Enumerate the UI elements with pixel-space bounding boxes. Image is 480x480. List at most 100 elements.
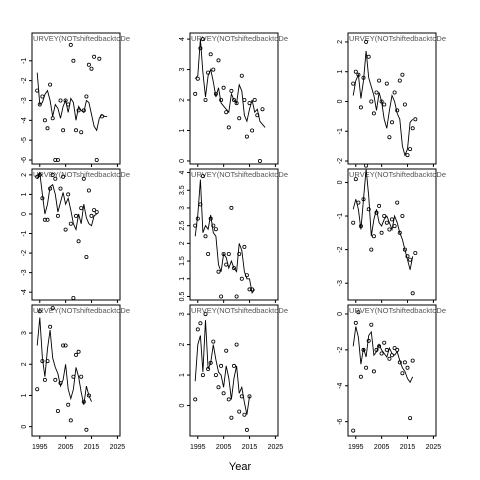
observed-point xyxy=(219,294,224,299)
observed-point xyxy=(195,327,200,332)
observed-point xyxy=(366,338,371,343)
observed-point xyxy=(374,347,379,352)
x-tick-label: 2005 xyxy=(216,444,232,451)
y-tick-label: -3 xyxy=(337,280,344,286)
y-tick-label: -5 xyxy=(21,137,28,143)
observed-point xyxy=(244,427,249,432)
observed-point xyxy=(97,56,102,61)
observed-point xyxy=(257,158,262,163)
observed-point xyxy=(216,385,221,390)
panel-1: URVEY(NOTshiftedbacktoDe -6 -5 -4 -3 -2 -1 xyxy=(21,32,130,167)
fitted-line xyxy=(36,72,108,132)
observed-point xyxy=(74,128,79,133)
observed-point xyxy=(81,108,86,113)
observed-point xyxy=(37,102,42,107)
y-tick-label: -2 xyxy=(337,158,344,164)
observed-point xyxy=(61,174,66,179)
observed-point xyxy=(351,428,356,433)
y-tick-label: 1.5 xyxy=(179,256,186,266)
observed-point xyxy=(353,69,358,74)
observed-point xyxy=(203,234,208,239)
observed-point xyxy=(392,90,397,95)
fitted-line xyxy=(194,320,250,415)
observed-point xyxy=(392,346,397,351)
fitted-line xyxy=(36,171,97,232)
fitted-line xyxy=(36,317,92,405)
observed-point xyxy=(366,54,371,59)
observed-point xyxy=(410,358,415,363)
observed-point xyxy=(413,117,418,122)
observed-point xyxy=(206,366,211,371)
observed-point xyxy=(213,227,218,232)
observed-point xyxy=(81,399,86,404)
observed-point xyxy=(351,81,356,86)
observed-point xyxy=(35,88,40,93)
y-tick-label: -4 xyxy=(21,289,28,295)
observed-point xyxy=(250,128,255,133)
y-tick-label: 0 xyxy=(337,99,344,103)
observed-point xyxy=(63,343,68,348)
observed-point xyxy=(221,85,226,90)
observed-point xyxy=(221,391,226,396)
observed-point xyxy=(71,374,76,379)
observed-point xyxy=(413,250,418,255)
observed-point xyxy=(216,269,221,274)
observed-point xyxy=(79,374,84,379)
observed-point xyxy=(389,217,394,222)
observed-point xyxy=(250,287,255,292)
observed-point xyxy=(382,340,387,345)
y-tick-label: 2 xyxy=(21,362,28,366)
observed-point xyxy=(86,62,91,67)
observed-point xyxy=(229,88,234,93)
observed-point xyxy=(68,221,73,226)
observed-point xyxy=(89,213,94,218)
observed-point xyxy=(208,360,213,365)
observed-point xyxy=(68,42,73,47)
panel-title: URVEY(NOTshiftedbacktoDe xyxy=(33,306,130,315)
observed-point xyxy=(42,217,47,222)
observed-point xyxy=(395,200,400,205)
y-tick-label: -1 xyxy=(21,58,28,64)
observed-point xyxy=(242,98,247,103)
observed-point xyxy=(193,91,198,96)
observed-point xyxy=(45,126,50,131)
observed-point xyxy=(369,99,374,104)
observed-point xyxy=(200,373,205,378)
observed-point xyxy=(92,54,97,59)
observed-point xyxy=(68,418,73,423)
observed-point xyxy=(234,294,239,299)
x-tick-label: 1995 xyxy=(32,444,48,451)
observed-point xyxy=(384,347,389,352)
observed-point xyxy=(99,114,104,119)
panel-title: URVEY(NOTshiftedbacktoDe xyxy=(191,306,288,315)
observed-point xyxy=(92,208,97,213)
observed-point xyxy=(351,220,356,225)
observed-point xyxy=(237,116,242,121)
observed-point xyxy=(211,223,216,228)
observed-point xyxy=(247,394,252,399)
y-tick-label: 2.5 xyxy=(179,221,186,231)
panel-frame xyxy=(347,304,437,437)
observed-point xyxy=(244,134,249,139)
observed-point xyxy=(226,125,231,130)
observed-point xyxy=(389,353,394,358)
observed-point xyxy=(79,206,84,211)
observed-point xyxy=(364,365,369,370)
observed-point xyxy=(239,73,244,78)
observed-point xyxy=(42,118,47,123)
observed-point xyxy=(198,321,203,326)
observed-point xyxy=(410,126,415,131)
observed-point xyxy=(58,380,63,385)
observed-point xyxy=(48,186,53,191)
observed-point xyxy=(37,309,42,314)
observed-point xyxy=(356,72,361,77)
observed-point xyxy=(76,239,81,244)
observed-point xyxy=(408,257,413,262)
observed-point xyxy=(356,310,361,315)
observed-point xyxy=(353,177,358,182)
y-tick-label: -1 xyxy=(21,230,28,236)
observed-point xyxy=(244,273,249,278)
y-tick-label: -3 xyxy=(21,269,28,275)
observed-point xyxy=(374,210,379,215)
